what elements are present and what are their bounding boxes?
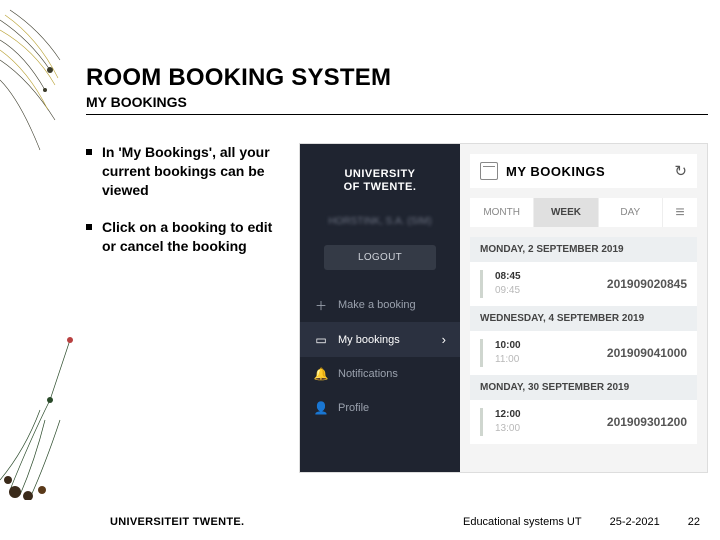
- segment-week[interactable]: WEEK: [534, 198, 598, 227]
- bullet-item: In 'My Bookings', all your current booki…: [86, 143, 281, 200]
- panel-title: MY BOOKINGS: [506, 164, 605, 179]
- sidebar-item-make-booking[interactable]: ＋ Make a booking: [300, 288, 460, 322]
- refresh-icon[interactable]: ↻: [674, 162, 687, 180]
- decorative-neuron-top: [0, 0, 90, 190]
- day-header: WEDNESDAY, 4 SEPTEMBER 2019: [470, 306, 697, 331]
- segment-month[interactable]: MONTH: [470, 198, 534, 227]
- plus-icon: ＋: [314, 298, 328, 312]
- booking-from: 10:00: [495, 339, 521, 353]
- segment-day[interactable]: DAY: [599, 198, 663, 227]
- sidebar-item-profile[interactable]: 👤 Profile: [300, 391, 460, 425]
- ut-logo: UNIVERSITEIT TWENTE.: [110, 516, 244, 528]
- bullet-list: In 'My Bookings', all your current booki…: [86, 143, 281, 473]
- app-screenshot: UNIVERSITYOF TWENTE. HORSTINK, S.A. (SIM…: [299, 143, 708, 473]
- day-header: MONDAY, 2 SEPTEMBER 2019: [470, 237, 697, 262]
- calendar-icon: ▭: [314, 333, 328, 347]
- booking-bar: [480, 339, 483, 367]
- sidebar: UNIVERSITYOF TWENTE. HORSTINK, S.A. (SIM…: [300, 144, 460, 472]
- footer-center: Educational systems UT: [463, 516, 582, 528]
- booking-row[interactable]: 08:4509:45 201909020845: [470, 262, 697, 306]
- panel-header: MY BOOKINGS ↻: [470, 154, 697, 188]
- user-name: HORSTINK, S.A. (SIM): [300, 208, 460, 239]
- user-icon: 👤: [314, 401, 328, 415]
- sidebar-item-label: Notifications: [338, 368, 398, 380]
- footer-page: 22: [688, 516, 700, 528]
- day-header: MONDAY, 30 SEPTEMBER 2019: [470, 375, 697, 400]
- decorative-neuron-bottom: [0, 320, 95, 500]
- sidebar-item-label: My bookings: [338, 334, 400, 346]
- booking-to: 13:00: [495, 422, 521, 436]
- slide-subtitle: MY BOOKINGS: [86, 94, 708, 110]
- booking-bar: [480, 408, 483, 436]
- calendar-icon: [480, 162, 498, 180]
- logout-button[interactable]: LOGOUT: [324, 245, 436, 270]
- booking-from: 12:00: [495, 408, 521, 422]
- sidebar-item-notifications[interactable]: 🔔 Notifications: [300, 357, 460, 391]
- sidebar-item-label: Make a booking: [338, 299, 416, 311]
- bell-icon: 🔔: [314, 367, 328, 381]
- booking-ref: 201909020845: [607, 277, 687, 291]
- footer-date: 25-2-2021: [610, 516, 660, 528]
- sidebar-item-label: Profile: [338, 402, 369, 414]
- slide-title: ROOM BOOKING SYSTEM: [86, 64, 708, 92]
- booking-ref: 201909301200: [607, 415, 687, 429]
- booking-bar: [480, 270, 483, 298]
- title-rule: [86, 114, 708, 115]
- booking-to: 11:00: [495, 353, 521, 367]
- chevron-right-icon: ›: [442, 332, 446, 347]
- booking-row[interactable]: 10:0011:00 201909041000: [470, 331, 697, 375]
- view-segmented-control: MONTH WEEK DAY ≡: [470, 198, 697, 227]
- list-icon[interactable]: ≡: [663, 198, 697, 227]
- booking-to: 09:45: [495, 284, 521, 298]
- bookings-panel: MY BOOKINGS ↻ MONTH WEEK DAY ≡ MONDAY, 2…: [460, 144, 707, 472]
- sidebar-item-my-bookings[interactable]: ▭ My bookings ›: [300, 322, 460, 357]
- university-logo: UNIVERSITYOF TWENTE.: [300, 144, 460, 208]
- booking-ref: 201909041000: [607, 346, 687, 360]
- booking-from: 08:45: [495, 270, 521, 284]
- bullet-item: Click on a booking to edit or cancel the…: [86, 218, 281, 256]
- booking-row[interactable]: 12:0013:00 201909301200: [470, 400, 697, 444]
- slide-footer: UNIVERSITEIT TWENTE. Educational systems…: [110, 516, 700, 528]
